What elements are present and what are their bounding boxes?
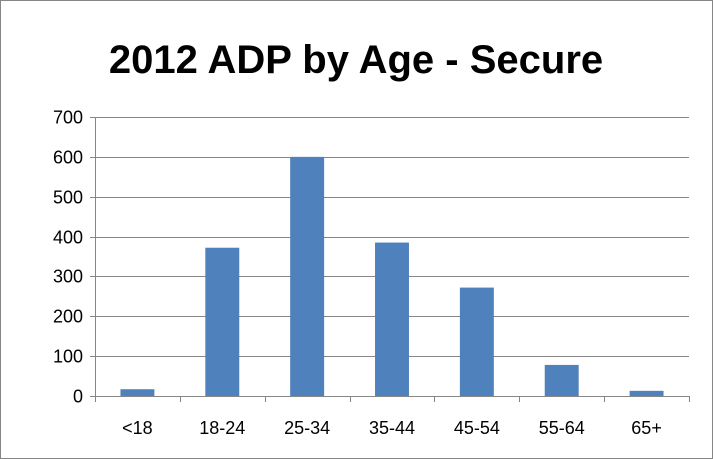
chart-title: 2012 ADP by Age - Secure (109, 38, 603, 82)
y-tick-label: 500 (53, 188, 83, 208)
bar-55-64 (544, 364, 579, 396)
bar-18-24 (205, 247, 240, 396)
x-tick-label: 25-34 (284, 418, 330, 438)
bar-18 (120, 389, 155, 396)
y-tick-label: 200 (53, 307, 83, 327)
y-tick-label: 600 (53, 148, 83, 168)
bars (120, 156, 664, 396)
axes (95, 117, 690, 402)
bar-25-34 (290, 156, 325, 396)
x-tick-label: 55-64 (539, 418, 585, 438)
x-axis-ticks: <18 18-24 25-34 35-44 45-54 55-64 65+ (122, 418, 662, 438)
bar-35-44 (375, 242, 409, 396)
x-tick-label: 45-54 (454, 418, 500, 438)
y-tick-label: 300 (53, 267, 83, 287)
x-tick-label: 35-44 (369, 418, 415, 438)
y-tick-label: 400 (53, 228, 83, 248)
bar-65 (629, 390, 664, 396)
y-tick-label: 0 (73, 387, 83, 407)
x-tick-label: <18 (122, 418, 153, 438)
y-tick-label: 100 (53, 347, 83, 367)
x-tick-label: 65+ (631, 418, 662, 438)
y-tick-label: 700 (53, 108, 83, 128)
x-tick-label: 18-24 (199, 418, 245, 438)
y-axis-ticks: 0 100 200 300 400 500 600 700 (53, 108, 83, 407)
bar-45-54 (459, 287, 494, 396)
